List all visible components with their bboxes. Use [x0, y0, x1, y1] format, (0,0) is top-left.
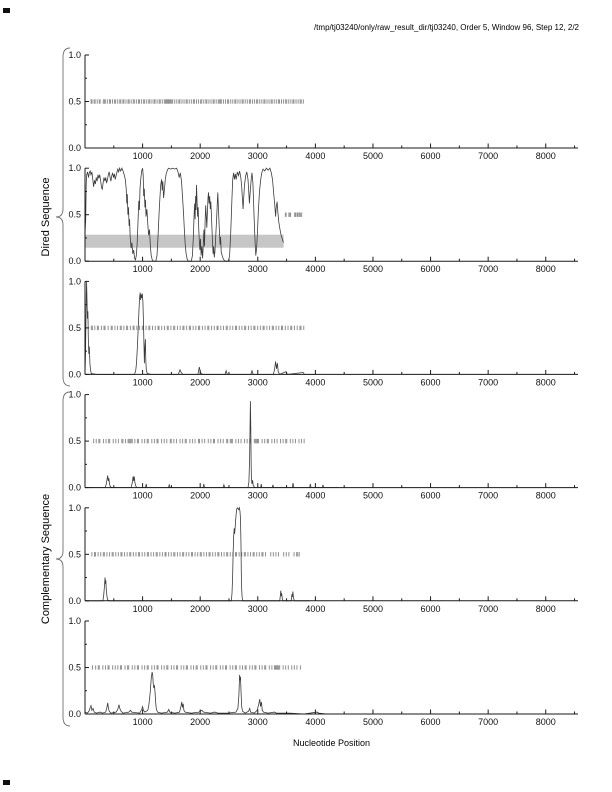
x-tick-label: 7000 — [478, 151, 498, 161]
panel-axes — [84, 394, 578, 489]
panel-complementary-3: 0.0 0.5 1.0 1000 2000 3000 4000 5000 6000 7000 800… — [68, 616, 578, 727]
x-tick-label: 6000 — [421, 491, 441, 501]
y-tick-label: 1.0 — [68, 503, 81, 513]
panel-dired-1: 0.0 0.5 1.0 1000 2000 3000 4000 5000 6000 7000 800… — [68, 50, 578, 161]
x-tick-label: 2000 — [190, 264, 210, 274]
panel-axes — [84, 620, 578, 715]
panel-axes — [84, 167, 578, 262]
panel-axes — [84, 280, 578, 375]
match-marks-row — [93, 438, 305, 444]
y-tick-label: 0.0 — [68, 256, 81, 266]
x-tick-label: 5000 — [363, 491, 383, 501]
y-tick-label: 0.5 — [68, 436, 81, 446]
profile-curve — [85, 506, 310, 602]
match-marks-row — [284, 212, 303, 217]
x-tick-label: 6000 — [421, 264, 441, 274]
panel-dired-2: 0.0 0.5 1.0 1000 2000 3000 4000 5000 6000 7000 800… — [68, 163, 578, 274]
x-tick-label: 6000 — [421, 377, 441, 387]
y-tick-label: 1.0 — [68, 50, 81, 60]
match-marks-row — [91, 665, 301, 670]
profile-curve — [84, 672, 327, 715]
y-tick-label: 1.0 — [68, 276, 81, 286]
x-tick-label: 3000 — [248, 604, 268, 614]
y-tick-label: 0.5 — [68, 97, 81, 107]
x-tick-label: 5000 — [363, 717, 383, 727]
x-tick-label: 8000 — [536, 604, 556, 614]
x-tick-label: 8000 — [536, 377, 556, 387]
x-tick-label: 3000 — [248, 151, 268, 161]
x-tick-label: 8000 — [536, 151, 556, 161]
y-tick-label: 0.0 — [68, 369, 81, 379]
x-tick-label: 5000 — [363, 151, 383, 161]
x-tick-label: 2000 — [190, 151, 210, 161]
y-tick-label: 0.0 — [68, 143, 81, 153]
x-tick-label: 7000 — [478, 491, 498, 501]
x-tick-label: 5000 — [363, 377, 383, 387]
y-tick-label: 0.0 — [68, 596, 81, 606]
y-tick-label: 1.0 — [68, 163, 81, 173]
profile-curve — [85, 401, 339, 489]
y-tick-label: 1.0 — [68, 616, 81, 626]
group-brace-2 — [55, 391, 71, 727]
y-tick-label: 0.5 — [68, 323, 81, 333]
x-tick-label: 7000 — [478, 377, 498, 387]
group-brace-1 — [55, 47, 71, 387]
x-tick-label: 1000 — [133, 264, 153, 274]
x-axis-label: Nucleotide Position — [292, 738, 371, 748]
x-tick-label: 4000 — [305, 377, 325, 387]
x-tick-label: 4000 — [305, 717, 325, 727]
profile-curve — [84, 166, 284, 262]
x-tick-label: 4000 — [305, 491, 325, 501]
y-tick-label: 0.5 — [68, 210, 81, 220]
match-marks-row — [90, 325, 305, 331]
match-marks-row — [91, 552, 300, 557]
y-tick-label: 0.0 — [68, 709, 81, 719]
registration-mark-bottom — [3, 780, 10, 785]
x-tick-label: 8000 — [536, 717, 556, 727]
y-tick-label: 0.5 — [68, 549, 81, 559]
x-tick-label: 8000 — [536, 264, 556, 274]
x-tick-label: 7000 — [478, 264, 498, 274]
x-tick-label: 7000 — [478, 717, 498, 727]
x-tick-label: 4000 — [305, 264, 325, 274]
panel-complementary-2: 0.0 0.5 1.0 1000 2000 3000 4000 5000 6000 7000 800… — [68, 503, 578, 614]
y-tick-label: 1.0 — [68, 390, 81, 400]
x-tick-label: 5000 — [363, 604, 383, 614]
panel-axes — [84, 507, 578, 602]
threshold-band — [85, 234, 284, 248]
x-tick-label: 1000 — [133, 151, 153, 161]
x-tick-label: 3000 — [248, 717, 268, 727]
x-tick-label: 6000 — [421, 604, 441, 614]
x-tick-label: 8000 — [536, 491, 556, 501]
x-tick-label: 1000 — [133, 604, 153, 614]
x-tick-label: 7000 — [478, 604, 498, 614]
x-tick-label: 5000 — [363, 264, 383, 274]
x-tick-label: 2000 — [190, 491, 210, 501]
x-tick-label: 2000 — [190, 717, 210, 727]
x-tick-label: 3000 — [248, 491, 268, 501]
x-tick-label: 1000 — [133, 377, 153, 387]
x-tick-label: 2000 — [190, 377, 210, 387]
x-tick-label: 1000 — [133, 717, 153, 727]
panel-dired-3: 0.0 0.5 1.0 1000 2000 3000 4000 5000 6000 7000 800… — [68, 276, 578, 387]
x-tick-label: 1000 — [133, 491, 153, 501]
x-tick-label: 4000 — [305, 151, 325, 161]
x-tick-label: 2000 — [190, 604, 210, 614]
figure-title: /tmp/tj03240/only/raw_result_dir/tj03240… — [313, 23, 579, 32]
x-tick-label: 3000 — [248, 264, 268, 274]
panel-complementary-1: 0.0 0.5 1.0 1000 2000 3000 4000 5000 6000 7000 800… — [68, 390, 578, 501]
x-tick-label: 6000 — [421, 151, 441, 161]
x-tick-label: 4000 — [305, 604, 325, 614]
registration-mark-top — [3, 8, 10, 13]
x-tick-label: 6000 — [421, 717, 441, 727]
y-tick-label: 0.0 — [68, 483, 81, 493]
y-tick-label: 0.5 — [68, 663, 81, 673]
profile-curve — [84, 281, 316, 375]
x-tick-label: 3000 — [248, 377, 268, 387]
panel-axes — [84, 54, 578, 149]
match-marks-row — [90, 99, 304, 104]
